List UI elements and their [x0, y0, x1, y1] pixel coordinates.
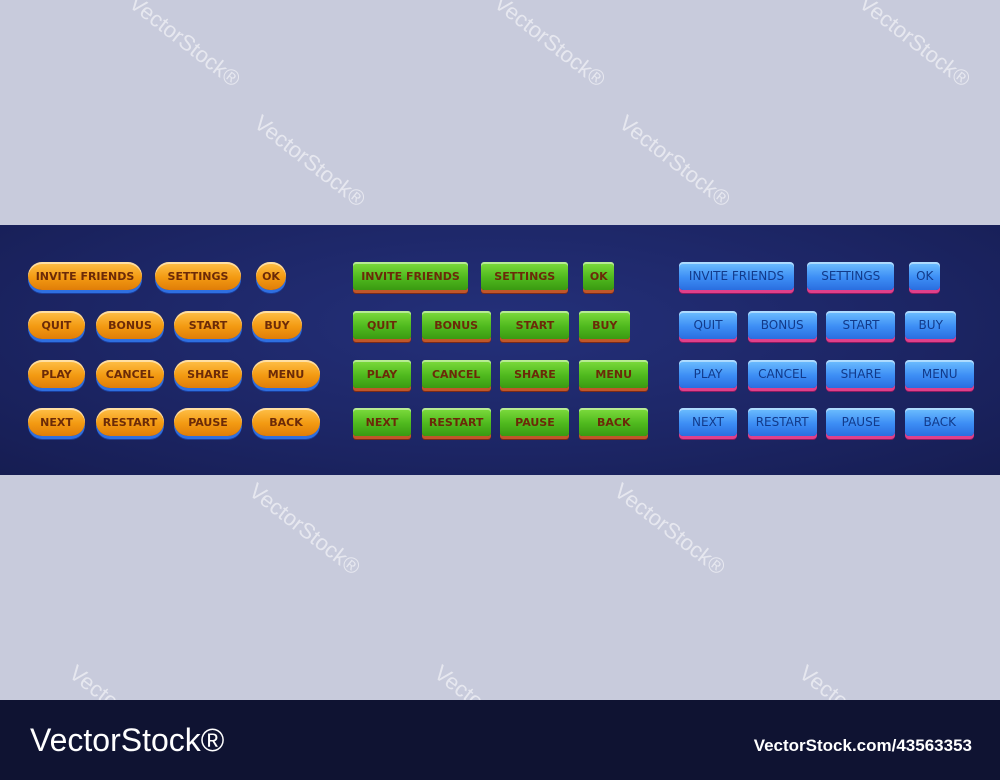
orange-start-button[interactable]: START — [174, 311, 242, 339]
blue-next-button[interactable]: NEXT — [679, 408, 737, 436]
green-settings-button[interactable]: SETTINGS — [481, 262, 569, 290]
vectorstock-logo: VectorStock® — [30, 722, 225, 758]
blue-start-button[interactable]: START — [826, 311, 896, 339]
blue-back-button[interactable]: BACK — [905, 408, 975, 436]
orange-play-button[interactable]: PLAY — [28, 360, 85, 388]
blue-pause-button[interactable]: PAUSE — [826, 408, 896, 436]
blue-settings-button[interactable]: SETTINGS — [807, 262, 895, 290]
green-restart-button[interactable]: RESTART — [421, 408, 491, 436]
green-start-button[interactable]: START — [500, 311, 570, 339]
green-back-button[interactable]: BACK — [579, 408, 649, 436]
blue-quit-button[interactable]: QUIT — [679, 311, 737, 339]
watermark: VectorStock® — [249, 110, 371, 212]
green-play-button[interactable]: PLAY — [353, 360, 411, 388]
green-next-button[interactable]: NEXT — [353, 408, 411, 436]
footer: VectorStock® VectorStock.com/43563353 — [0, 700, 1000, 780]
green-share-button[interactable]: SHARE — [500, 360, 570, 388]
orange-buy-button[interactable]: BUY — [252, 311, 302, 339]
green-ok-button[interactable]: OK — [583, 262, 615, 290]
watermark: VectorStock® — [244, 478, 366, 580]
watermark: VectorStock® — [854, 0, 976, 92]
orange-bonus-button[interactable]: BONUS — [96, 311, 164, 339]
stock-id: VectorStock.com/43563353 — [753, 736, 972, 755]
watermark: VectorStock® — [489, 0, 611, 92]
blue-ok-button[interactable]: OK — [909, 262, 941, 290]
orange-back-button[interactable]: BACK — [252, 408, 320, 436]
green-quit-button[interactable]: QUIT — [353, 311, 411, 339]
green-bonus-button[interactable]: BONUS — [421, 311, 491, 339]
green-invite-friends-button[interactable]: INVITE FRIENDS — [353, 262, 468, 290]
blue-buy-button[interactable]: BUY — [905, 311, 957, 339]
blue-bonus-button[interactable]: BONUS — [747, 311, 817, 339]
orange-invite-friends-button[interactable]: INVITE FRIENDS — [28, 262, 142, 290]
blue-restart-button[interactable]: RESTART — [747, 408, 817, 436]
blue-play-button[interactable]: PLAY — [679, 360, 737, 388]
green-buy-button[interactable]: BUY — [579, 311, 631, 339]
orange-settings-button[interactable]: SETTINGS — [155, 262, 241, 290]
orange-ok-button[interactable]: OK — [256, 262, 286, 290]
blue-invite-friends-button[interactable]: INVITE FRIENDS — [679, 262, 794, 290]
green-menu-button[interactable]: MENU — [579, 360, 649, 388]
blue-share-button[interactable]: SHARE — [826, 360, 896, 388]
blue-cancel-button[interactable]: CANCEL — [747, 360, 817, 388]
green-cancel-button[interactable]: CANCEL — [421, 360, 491, 388]
green-pause-button[interactable]: PAUSE — [500, 408, 570, 436]
watermark: VectorStock® — [609, 478, 731, 580]
orange-menu-button[interactable]: MENU — [252, 360, 320, 388]
orange-restart-button[interactable]: RESTART — [96, 408, 164, 436]
orange-next-button[interactable]: NEXT — [28, 408, 85, 436]
button-panel: INVITE FRIENDS SETTINGS OK QUIT BONUS START BU… — [0, 225, 1000, 475]
watermark: VectorStock® — [614, 110, 736, 212]
blue-menu-button[interactable]: MENU — [905, 360, 975, 388]
orange-quit-button[interactable]: QUIT — [28, 311, 85, 339]
orange-pause-button[interactable]: PAUSE — [174, 408, 242, 436]
watermark: VectorStock® — [124, 0, 246, 92]
orange-cancel-button[interactable]: CANCEL — [96, 360, 164, 388]
orange-share-button[interactable]: SHARE — [174, 360, 242, 388]
